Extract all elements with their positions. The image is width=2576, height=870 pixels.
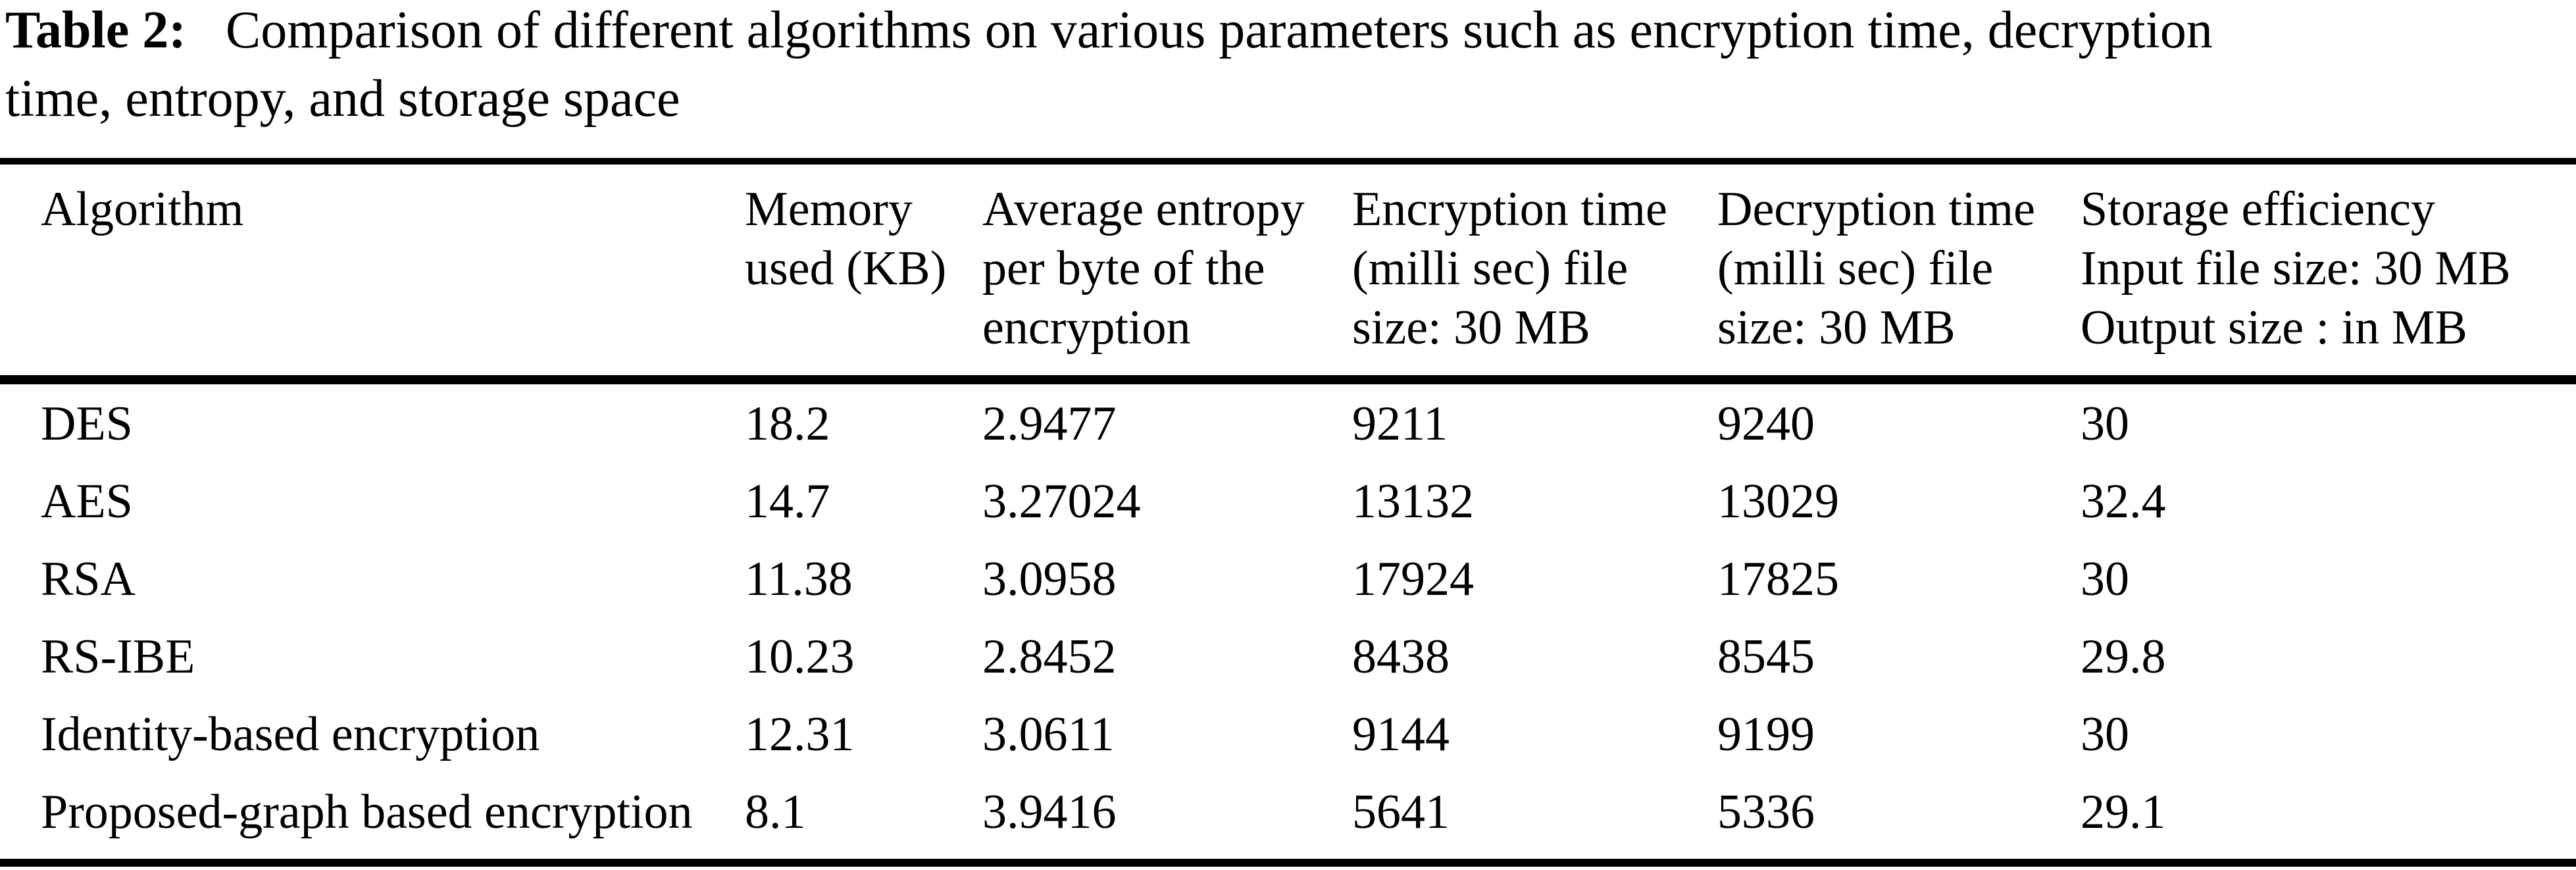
column-header-line: Algorithm <box>41 182 244 236</box>
table-cell-algorithm: AES <box>41 474 133 528</box>
table-cell-storage: 30 <box>2081 552 2129 606</box>
column-header-encryption-time: Encryption time (milli sec) file size: 3… <box>1352 180 1667 357</box>
table-cell-entropy: 3.0958 <box>982 552 1117 606</box>
table-cell-storage: 29.8 <box>2081 630 2166 684</box>
table-cell-decryption-time: 13029 <box>1717 474 1839 528</box>
table-cell-decryption-time: 8545 <box>1717 630 1815 684</box>
column-header-line: per byte of the <box>982 242 1265 295</box>
table-cell-algorithm: Proposed-graph based encryption <box>41 785 693 839</box>
table-cell-storage: 32.4 <box>2081 474 2166 528</box>
table-cell-encryption-time: 17924 <box>1352 552 1474 606</box>
column-header-entropy: Average entropy per byte of the encrypti… <box>982 180 1305 357</box>
table-cell-decryption-time: 5336 <box>1717 785 1815 839</box>
table-cell-encryption-time: 9211 <box>1352 397 1448 451</box>
column-header-storage-efficiency: Storage efficiency Input file size: 30 M… <box>2081 180 2511 357</box>
table-header-rule <box>0 375 2576 384</box>
table-cell-decryption-time: 9199 <box>1717 707 1815 761</box>
table-cell-algorithm: RSA <box>41 552 136 606</box>
column-header-line: Memory <box>745 182 913 236</box>
table-cell-encryption-time: 8438 <box>1352 630 1450 684</box>
table-caption-label: Table 2: <box>5 1 186 59</box>
table-caption-text: Comparison of different algorithms on va… <box>225 1 2213 59</box>
table-caption: Table 2: Comparison of different algorith… <box>5 0 2576 133</box>
table-cell-decryption-time: 17825 <box>1717 552 1839 606</box>
column-header-line: (milli sec) file <box>1352 242 1629 295</box>
column-header-line: size: 30 MB <box>1352 301 1590 355</box>
column-header-line: Input file size: 30 MB <box>2081 242 2511 295</box>
column-header-line: encryption <box>982 301 1191 355</box>
table-cell-algorithm: DES <box>41 397 133 451</box>
table-cell-memory: 12.31 <box>745 707 855 761</box>
column-header-algorithm: Algorithm <box>41 180 243 239</box>
table-cell-entropy: 2.8452 <box>982 630 1117 684</box>
column-header-line: Storage efficiency <box>2081 182 2435 236</box>
column-header-line: Output size : in MB <box>2081 301 2467 355</box>
table-cell-entropy: 3.9416 <box>982 785 1117 839</box>
column-header-line: used (KB) <box>745 242 947 295</box>
table-cell-memory: 18.2 <box>745 397 830 451</box>
table-cell-memory: 8.1 <box>745 785 806 839</box>
column-header-line: Decryption time <box>1717 182 2035 236</box>
column-header-memory: Memory used (KB) <box>745 180 946 298</box>
table-cell-memory: 10.23 <box>745 630 855 684</box>
table-cell-entropy: 3.0611 <box>982 707 1115 761</box>
table-bottom-rule <box>0 859 2576 867</box>
table-cell-entropy: 2.9477 <box>982 397 1117 451</box>
table-caption-line1: Table 2: Comparison of different algorith… <box>5 0 2576 64</box>
column-header-line: Encryption time <box>1352 182 1667 236</box>
column-header-decryption-time: Decryption time (milli sec) file size: 3… <box>1717 180 2035 357</box>
table-caption-line2: time, entropy, and storage space <box>5 70 680 128</box>
table-cell-entropy: 3.27024 <box>982 474 1141 528</box>
table-top-rule <box>0 158 2576 165</box>
table-cell-algorithm: RS-IBE <box>41 630 195 684</box>
column-header-line: size: 30 MB <box>1717 301 1956 355</box>
table-cell-storage: 29.1 <box>2081 785 2166 839</box>
table-cell-encryption-time: 9144 <box>1352 707 1450 761</box>
table-cell-algorithm: Identity-based encryption <box>41 707 540 761</box>
table-cell-memory: 11.38 <box>745 552 853 606</box>
table-cell-storage: 30 <box>2081 397 2129 451</box>
column-header-line: Average entropy <box>982 182 1305 236</box>
table-cell-encryption-time: 13132 <box>1352 474 1474 528</box>
column-header-line: (milli sec) file <box>1717 242 1994 295</box>
table-cell-encryption-time: 5641 <box>1352 785 1450 839</box>
table-cell-storage: 30 <box>2081 707 2129 761</box>
table-cell-decryption-time: 9240 <box>1717 397 1815 451</box>
table-cell-memory: 14.7 <box>745 474 830 528</box>
